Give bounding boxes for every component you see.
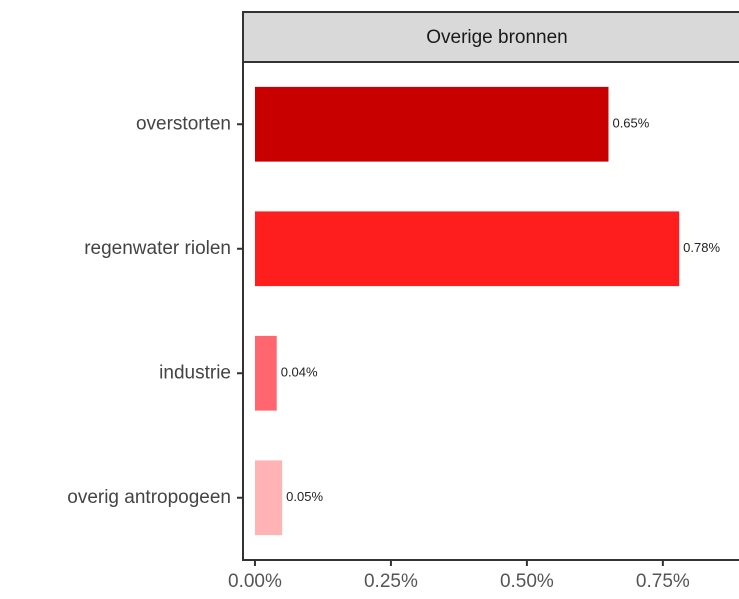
y-tick-label: overig antropogeen: [67, 487, 231, 508]
x-tick-label: 0.50%: [500, 571, 554, 592]
value-label: 0.05%: [286, 489, 323, 504]
bar: [254, 460, 283, 536]
x-tick-label: 0.75%: [636, 571, 690, 592]
facet-strip: [242, 11, 739, 63]
value-label: 0.78%: [683, 240, 720, 255]
y-tick-label: regenwater riolen: [84, 238, 231, 259]
facet-title: Overige bronnen: [426, 27, 568, 48]
value-label: 0.04%: [281, 365, 318, 380]
bar: [254, 86, 609, 162]
x-tick-label: 0.25%: [364, 571, 418, 592]
y-tick-label: overstorten: [136, 113, 231, 134]
value-label: 0.65%: [612, 116, 649, 131]
bar: [254, 335, 277, 411]
x-tick-label: 0.00%: [228, 571, 282, 592]
bar: [254, 211, 680, 287]
y-tick-label: industrie: [159, 362, 231, 383]
